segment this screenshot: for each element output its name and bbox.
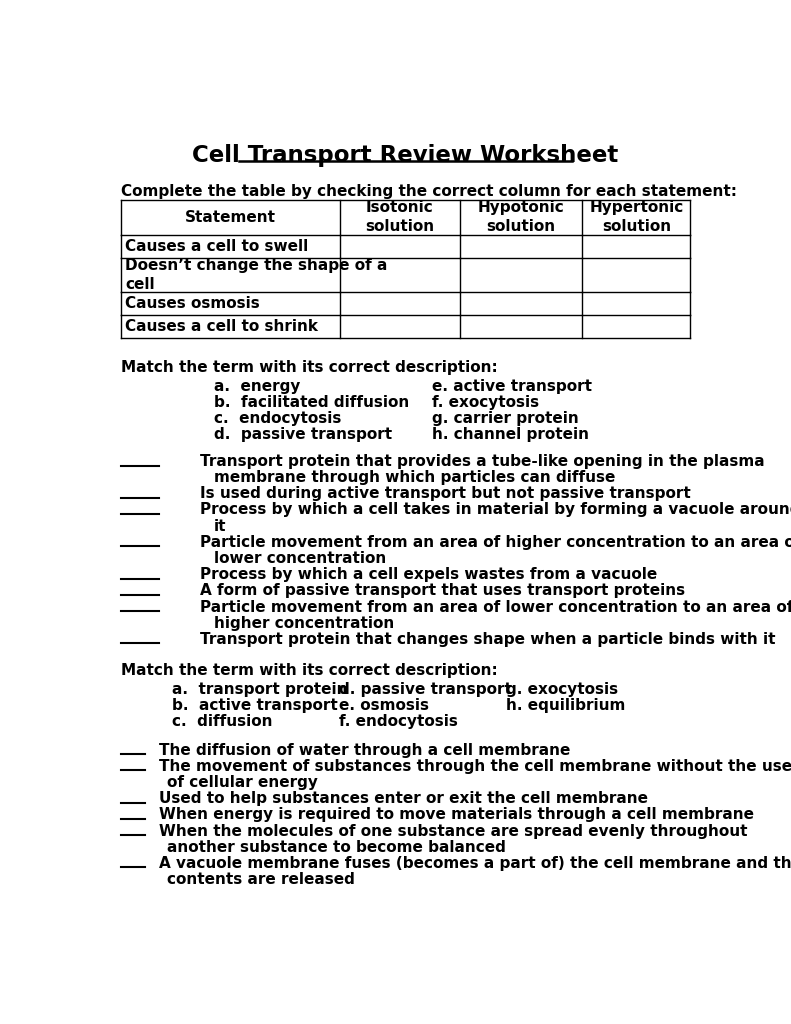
Text: b.  facilitated diffusion: b. facilitated diffusion (214, 394, 409, 410)
Text: a.  transport protein: a. transport protein (172, 682, 348, 697)
Text: e. active transport: e. active transport (432, 379, 592, 393)
Text: d. passive transport: d. passive transport (339, 682, 512, 697)
Text: lower concentration: lower concentration (214, 551, 386, 566)
Text: Causes a cell to shrink: Causes a cell to shrink (125, 319, 318, 335)
Text: of cellular energy: of cellular energy (167, 775, 318, 791)
Text: higher concentration: higher concentration (214, 615, 394, 631)
Text: Complete the table by checking the correct column for each statement:: Complete the table by checking the corre… (120, 184, 736, 200)
Text: Doesn’t change the shape of a
cell: Doesn’t change the shape of a cell (125, 258, 388, 292)
Text: Transport protein that provides a tube-like opening in the plasma: Transport protein that provides a tube-l… (199, 454, 764, 469)
Text: Cell Transport Review Worksheet: Cell Transport Review Worksheet (192, 144, 619, 168)
Text: When the molecules of one substance are spread evenly throughout: When the molecules of one substance are … (159, 823, 747, 839)
Text: h. equilibrium: h. equilibrium (505, 698, 625, 713)
Text: Causes osmosis: Causes osmosis (125, 296, 260, 311)
Text: The movement of substances through the cell membrane without the use: The movement of substances through the c… (159, 759, 791, 774)
Text: Isotonic
solution: Isotonic solution (365, 201, 434, 234)
Text: Statement: Statement (185, 210, 276, 224)
Text: Hypertonic
solution: Hypertonic solution (589, 201, 683, 234)
Text: b.  active transport: b. active transport (172, 698, 339, 713)
Text: it: it (214, 519, 226, 534)
Text: Used to help substances enter or exit the cell membrane: Used to help substances enter or exit th… (159, 792, 649, 806)
Text: Particle movement from an area of higher concentration to an area of: Particle movement from an area of higher… (199, 535, 791, 550)
Text: Transport protein that changes shape when a particle binds with it: Transport protein that changes shape whe… (199, 632, 775, 647)
Text: e. osmosis: e. osmosis (339, 698, 430, 713)
Text: contents are released: contents are released (167, 872, 355, 887)
Text: A form of passive transport that uses transport proteins: A form of passive transport that uses tr… (199, 584, 685, 598)
Text: another substance to become balanced: another substance to become balanced (167, 840, 506, 855)
Text: Hypotonic
solution: Hypotonic solution (478, 201, 565, 234)
Text: Match the term with its correct description:: Match the term with its correct descript… (120, 360, 498, 375)
Text: f. endocytosis: f. endocytosis (339, 715, 458, 729)
Text: c.  diffusion: c. diffusion (172, 715, 273, 729)
Text: Is used during active transport but not passive transport: Is used during active transport but not … (199, 486, 691, 502)
Text: f. exocytosis: f. exocytosis (432, 394, 539, 410)
Text: Particle movement from an area of lower concentration to an area of: Particle movement from an area of lower … (199, 599, 791, 614)
Text: A vacuole membrane fuses (becomes a part of) the cell membrane and the: A vacuole membrane fuses (becomes a part… (159, 856, 791, 871)
Text: Process by which a cell expels wastes from a vacuole: Process by which a cell expels wastes fr… (199, 567, 657, 583)
Text: When energy is required to move materials through a cell membrane: When energy is required to move material… (159, 807, 755, 822)
Text: a.  energy: a. energy (214, 379, 300, 393)
Text: h. channel protein: h. channel protein (432, 427, 589, 442)
Text: g. carrier protein: g. carrier protein (432, 411, 579, 426)
Text: g. exocytosis: g. exocytosis (505, 682, 618, 697)
Text: Causes a cell to swell: Causes a cell to swell (125, 239, 308, 254)
Text: membrane through which particles can diffuse: membrane through which particles can dif… (214, 470, 615, 485)
Text: c.  endocytosis: c. endocytosis (214, 411, 341, 426)
Text: d.  passive transport: d. passive transport (214, 427, 392, 442)
Text: The diffusion of water through a cell membrane: The diffusion of water through a cell me… (159, 742, 570, 758)
Text: Process by which a cell takes in material by forming a vacuole around: Process by which a cell takes in materia… (199, 503, 791, 517)
Text: Match the term with its correct description:: Match the term with its correct descript… (120, 664, 498, 679)
